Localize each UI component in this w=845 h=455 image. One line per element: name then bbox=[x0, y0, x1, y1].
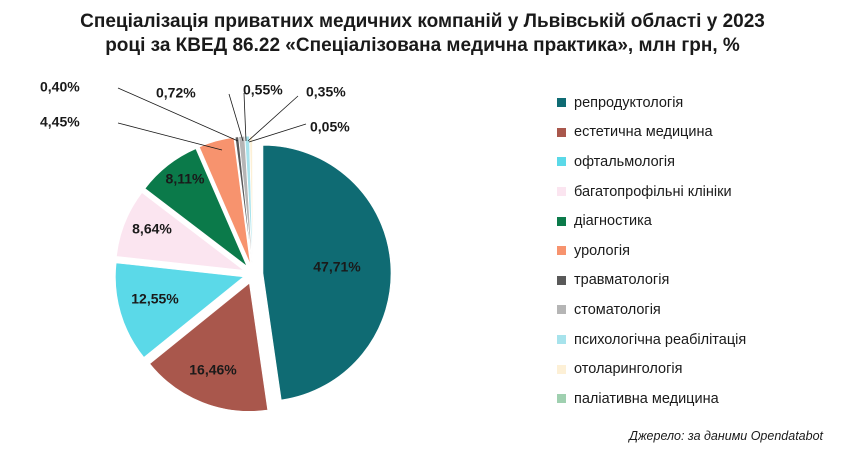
pie-slice-4 bbox=[116, 192, 245, 271]
legend-item-7: травматологія bbox=[557, 266, 746, 296]
pie-slice-7 bbox=[234, 136, 253, 265]
leader-line-6 bbox=[117, 122, 223, 151]
leader-line-8 bbox=[228, 93, 244, 142]
legend-swatch bbox=[557, 98, 566, 108]
slice-label-9: 0,55% bbox=[243, 82, 283, 98]
slice-label-3: 12,55% bbox=[131, 291, 179, 307]
legend-item-10: отоларингологія bbox=[557, 354, 746, 384]
legend-label: стоматологія bbox=[574, 301, 661, 318]
leader-line-9 bbox=[243, 92, 247, 142]
legend-swatch bbox=[557, 305, 566, 315]
legend-swatch bbox=[557, 364, 566, 374]
slice-label-1: 47,71% bbox=[313, 259, 361, 275]
legend-label: психологічна реабілітація bbox=[574, 331, 747, 348]
legend-label: отоларингологія bbox=[574, 361, 683, 378]
legend-label: діагностика bbox=[574, 213, 652, 230]
legend-item-2: естетична медицина bbox=[557, 118, 746, 148]
legend-item-8: стоматологія bbox=[557, 295, 746, 325]
slice-label-6: 4,45% bbox=[40, 114, 80, 130]
slice-label-11: 0,05% bbox=[310, 119, 350, 135]
leader-line-7 bbox=[117, 87, 239, 142]
legend-swatch bbox=[557, 127, 566, 137]
slice-label-4: 8,64% bbox=[132, 221, 172, 237]
legend-swatch bbox=[557, 187, 566, 197]
slice-label-10: 0,35% bbox=[306, 84, 346, 100]
source-note: Джерело: за даними Opendatabot bbox=[629, 429, 823, 443]
legend-swatch bbox=[557, 335, 566, 345]
legend-swatch bbox=[557, 394, 566, 404]
slice-label-7: 0,40% bbox=[40, 79, 80, 95]
pie-slice-5 bbox=[144, 148, 248, 268]
chart-title: Спеціалізація приватних медичних компані… bbox=[0, 10, 845, 58]
legend-label: паліативна медицина bbox=[574, 390, 719, 407]
legend: репродуктологія естетична медицина офтальм… bbox=[557, 88, 746, 414]
slice-label-5: 8,11% bbox=[166, 171, 205, 187]
pie-slice-3 bbox=[115, 262, 245, 358]
legend-swatch bbox=[557, 275, 566, 285]
legend-label: урологія bbox=[574, 242, 630, 259]
legend-item-1: репродуктологія bbox=[557, 88, 746, 118]
leader-line-11 bbox=[248, 123, 307, 143]
chart-title-line-2: році за КВЕД 86.22 «Спеціалізована медич… bbox=[105, 35, 740, 56]
slice-label-8: 0,72% bbox=[156, 85, 196, 101]
legend-label: багатопрофільні клініки bbox=[574, 183, 732, 200]
legend-label: офтальмологія bbox=[574, 153, 675, 170]
leader-line-10 bbox=[247, 95, 299, 142]
pie-slice-6 bbox=[198, 137, 251, 265]
legend-item-11: паліативна медицина bbox=[557, 384, 746, 414]
pie-slice-2 bbox=[149, 282, 269, 412]
legend-swatch bbox=[557, 216, 566, 226]
slice-label-2: 16,46% bbox=[189, 362, 237, 378]
chart-title-line-1: Спеціалізація приватних медичних компані… bbox=[80, 11, 765, 32]
legend-label: травматологія bbox=[574, 272, 670, 289]
legend-item-9: психологічна реабілітація bbox=[557, 325, 746, 355]
legend-label: репродуктологія bbox=[574, 94, 684, 111]
legend-item-3: офтальмологія bbox=[557, 147, 746, 177]
legend-swatch bbox=[557, 157, 566, 167]
pie-slice-1 bbox=[262, 144, 392, 401]
legend-swatch bbox=[557, 246, 566, 256]
legend-item-6: урологія bbox=[557, 236, 746, 266]
legend-item-4: багатопрофільні клініки bbox=[557, 177, 746, 207]
legend-item-5: діагностика bbox=[557, 206, 746, 236]
legend-label: естетична медицина bbox=[574, 124, 713, 141]
